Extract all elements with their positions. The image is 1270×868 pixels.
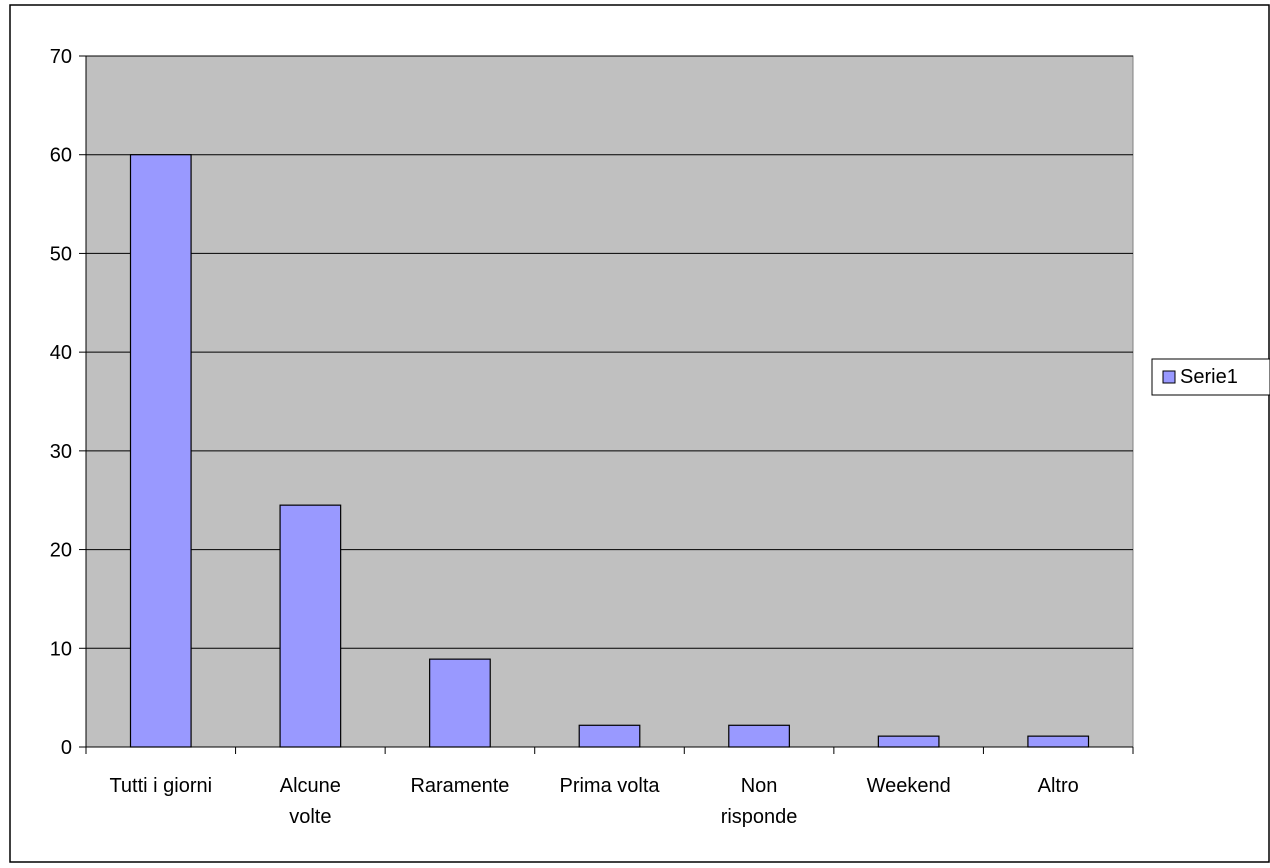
legend: Serie1: [1151, 358, 1270, 396]
x-tick-labels: Tutti i giorni Alcune volte Raramente Prima …: [109, 775, 1078, 828]
x-tick-label-line: Non: [741, 775, 778, 797]
x-tick-label-line: Alcune: [280, 775, 341, 797]
bar: [1027, 735, 1090, 748]
x-tick-label-line: Weekend: [867, 775, 951, 797]
x-tick-label: Tutti i giorni: [109, 775, 212, 797]
x-tick-label-line: volte: [289, 806, 331, 828]
x-tick-label-line: risponde: [721, 806, 798, 828]
legend-swatch: [1162, 370, 1176, 384]
plot-area: [85, 55, 1134, 748]
y-tick-labels: 0 10 20 30 40 50 60 70: [50, 46, 72, 759]
x-tick-label: Raramente: [410, 775, 509, 797]
y-tick-label: 0: [61, 737, 72, 759]
y-tick-label: 50: [50, 243, 72, 265]
x-tick-label: Non risponde: [721, 775, 798, 828]
bar: [578, 724, 641, 748]
legend-label: Serie1: [1180, 366, 1238, 388]
x-tick-label: Alcune volte: [280, 775, 341, 828]
y-tick-label: 10: [50, 638, 72, 660]
x-tick-label: Altro: [1038, 775, 1079, 797]
bar: [279, 504, 342, 748]
x-tick-label-line: Raramente: [410, 775, 509, 797]
x-tick-label: Prima volta: [559, 775, 660, 797]
x-tick-label-line: Altro: [1038, 775, 1079, 797]
bar: [877, 735, 940, 748]
x-tick-label-line: Tutti i giorni: [109, 775, 212, 797]
y-tick-label: 60: [50, 145, 72, 167]
y-tick-label: 30: [50, 441, 72, 463]
bar: [728, 724, 790, 748]
y-tick-label: 70: [50, 46, 72, 68]
gridlines: [86, 55, 1133, 649]
x-tick-label-line: Prima volta: [559, 775, 660, 797]
axes: [79, 55, 1134, 754]
bars: [129, 154, 1090, 748]
y-tick-label: 40: [50, 342, 72, 364]
y-tick-label: 20: [50, 540, 72, 562]
x-tick-label: Weekend: [867, 775, 951, 797]
bar: [429, 658, 491, 748]
bar: [129, 154, 192, 748]
